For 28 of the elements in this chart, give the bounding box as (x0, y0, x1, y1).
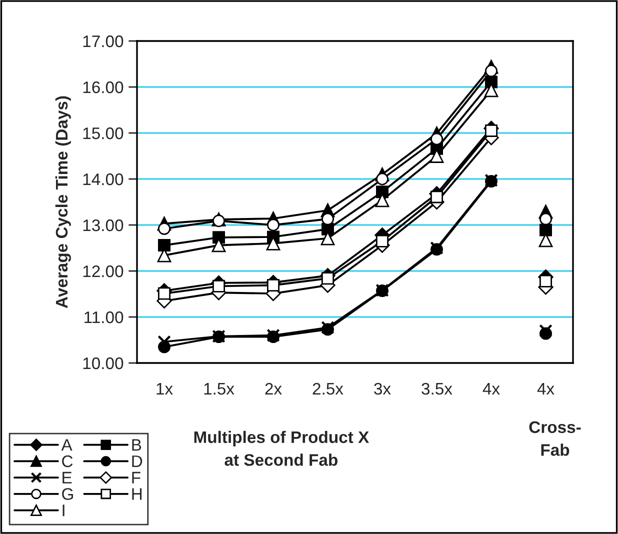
y-tick-label: 12.00 (83, 265, 124, 278)
y-tick-label: 16.00 (83, 81, 124, 94)
legend-label: E (62, 472, 72, 484)
legend-label: B (132, 439, 142, 451)
x-tick-label: 1x (156, 383, 173, 395)
x-tick-label: 4x (482, 383, 500, 395)
y-axis-title: Average Cycle Time (Days) (55, 96, 71, 308)
x-tick-label: 3.5x (422, 382, 452, 395)
x-axis-title: Multiples of Product X at Second Fab (194, 430, 370, 466)
legend-label: G (62, 488, 73, 500)
legend-label: A (61, 439, 72, 451)
x-tick-label: 2x (265, 382, 282, 395)
text: Cross- Fab (529, 421, 581, 456)
legend-label: H (132, 488, 142, 500)
y-tick-label: 11.00 (84, 311, 124, 324)
legend-label: I (62, 504, 64, 516)
legend-label: C (62, 455, 73, 468)
x-tick-label: 4x (537, 383, 554, 395)
y-tick-label: 10.00 (83, 357, 124, 370)
legend-label: F (132, 472, 140, 484)
y-tick-label: 15.00 (83, 127, 124, 140)
x-tick-label: 1.5x (204, 383, 234, 395)
legend-label: D (132, 456, 142, 468)
y-tick-label: 17.00 (83, 35, 124, 48)
x-tick-label: 3x (374, 382, 391, 395)
y-tick-label: 14.00 (83, 173, 124, 186)
y-tick-label: 13.00 (83, 219, 124, 232)
x-tick-label: 2.5x (312, 382, 344, 395)
